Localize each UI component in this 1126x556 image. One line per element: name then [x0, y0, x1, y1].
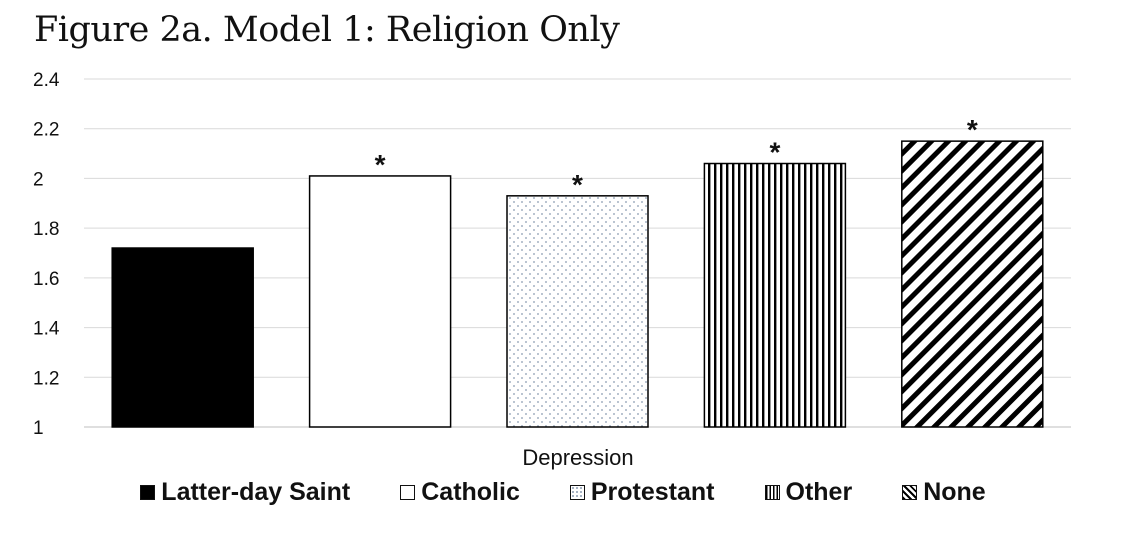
legend-label: None [923, 478, 986, 506]
bar-other [703, 162, 847, 428]
bar-chart: 1 1.2 1.4 1.6 1.8 2 2.2 2.4 * * * * Depression [33, 70, 1071, 470]
y-tick-label: 1.2 [33, 368, 59, 389]
legend-label: Protestant [590, 478, 715, 506]
legend-item-other: Other [764, 478, 853, 507]
bar-catholic [308, 175, 452, 428]
legend-label: Catholic [421, 478, 520, 506]
y-tick-label: 1.6 [33, 269, 59, 290]
y-tick-label: 1 [33, 418, 44, 439]
y-tick-label: 2 [33, 169, 44, 190]
legend-swatch [569, 485, 585, 500]
significance-marker: * [375, 149, 386, 180]
legend-item-protestant: Protestant [569, 478, 715, 507]
y-tick-label: 1.4 [33, 319, 60, 340]
chart-title: Figure 2a. Model 1: Religion Only [34, 10, 620, 50]
significance-marker: * [967, 114, 978, 145]
legend-swatch [764, 485, 780, 500]
legend-item-none: None [902, 478, 986, 507]
y-tick-label: 2.2 [33, 120, 59, 141]
legend-label: Other [785, 478, 853, 506]
significance-marker: * [769, 137, 780, 168]
x-axis-label: Depression [522, 445, 633, 470]
y-tick-label: 1.8 [33, 219, 59, 240]
bar-none [901, 140, 1044, 428]
bar-latter-day-saint [111, 247, 254, 428]
legend-item-catholic: Catholic [400, 478, 520, 507]
bar-protestant [506, 195, 649, 428]
legend-swatch [400, 485, 416, 500]
significance-marker: * [572, 169, 583, 200]
legend-label: Latter-day Saint [161, 478, 351, 506]
legend: Latter-day Saint Catholic Protestant Other N… [0, 478, 1126, 507]
legend-swatch [902, 485, 918, 500]
legend-item-latter-day-saint: Latter-day Saint [140, 478, 350, 507]
y-tick-label: 2.4 [33, 70, 60, 91]
legend-swatch [140, 485, 156, 500]
